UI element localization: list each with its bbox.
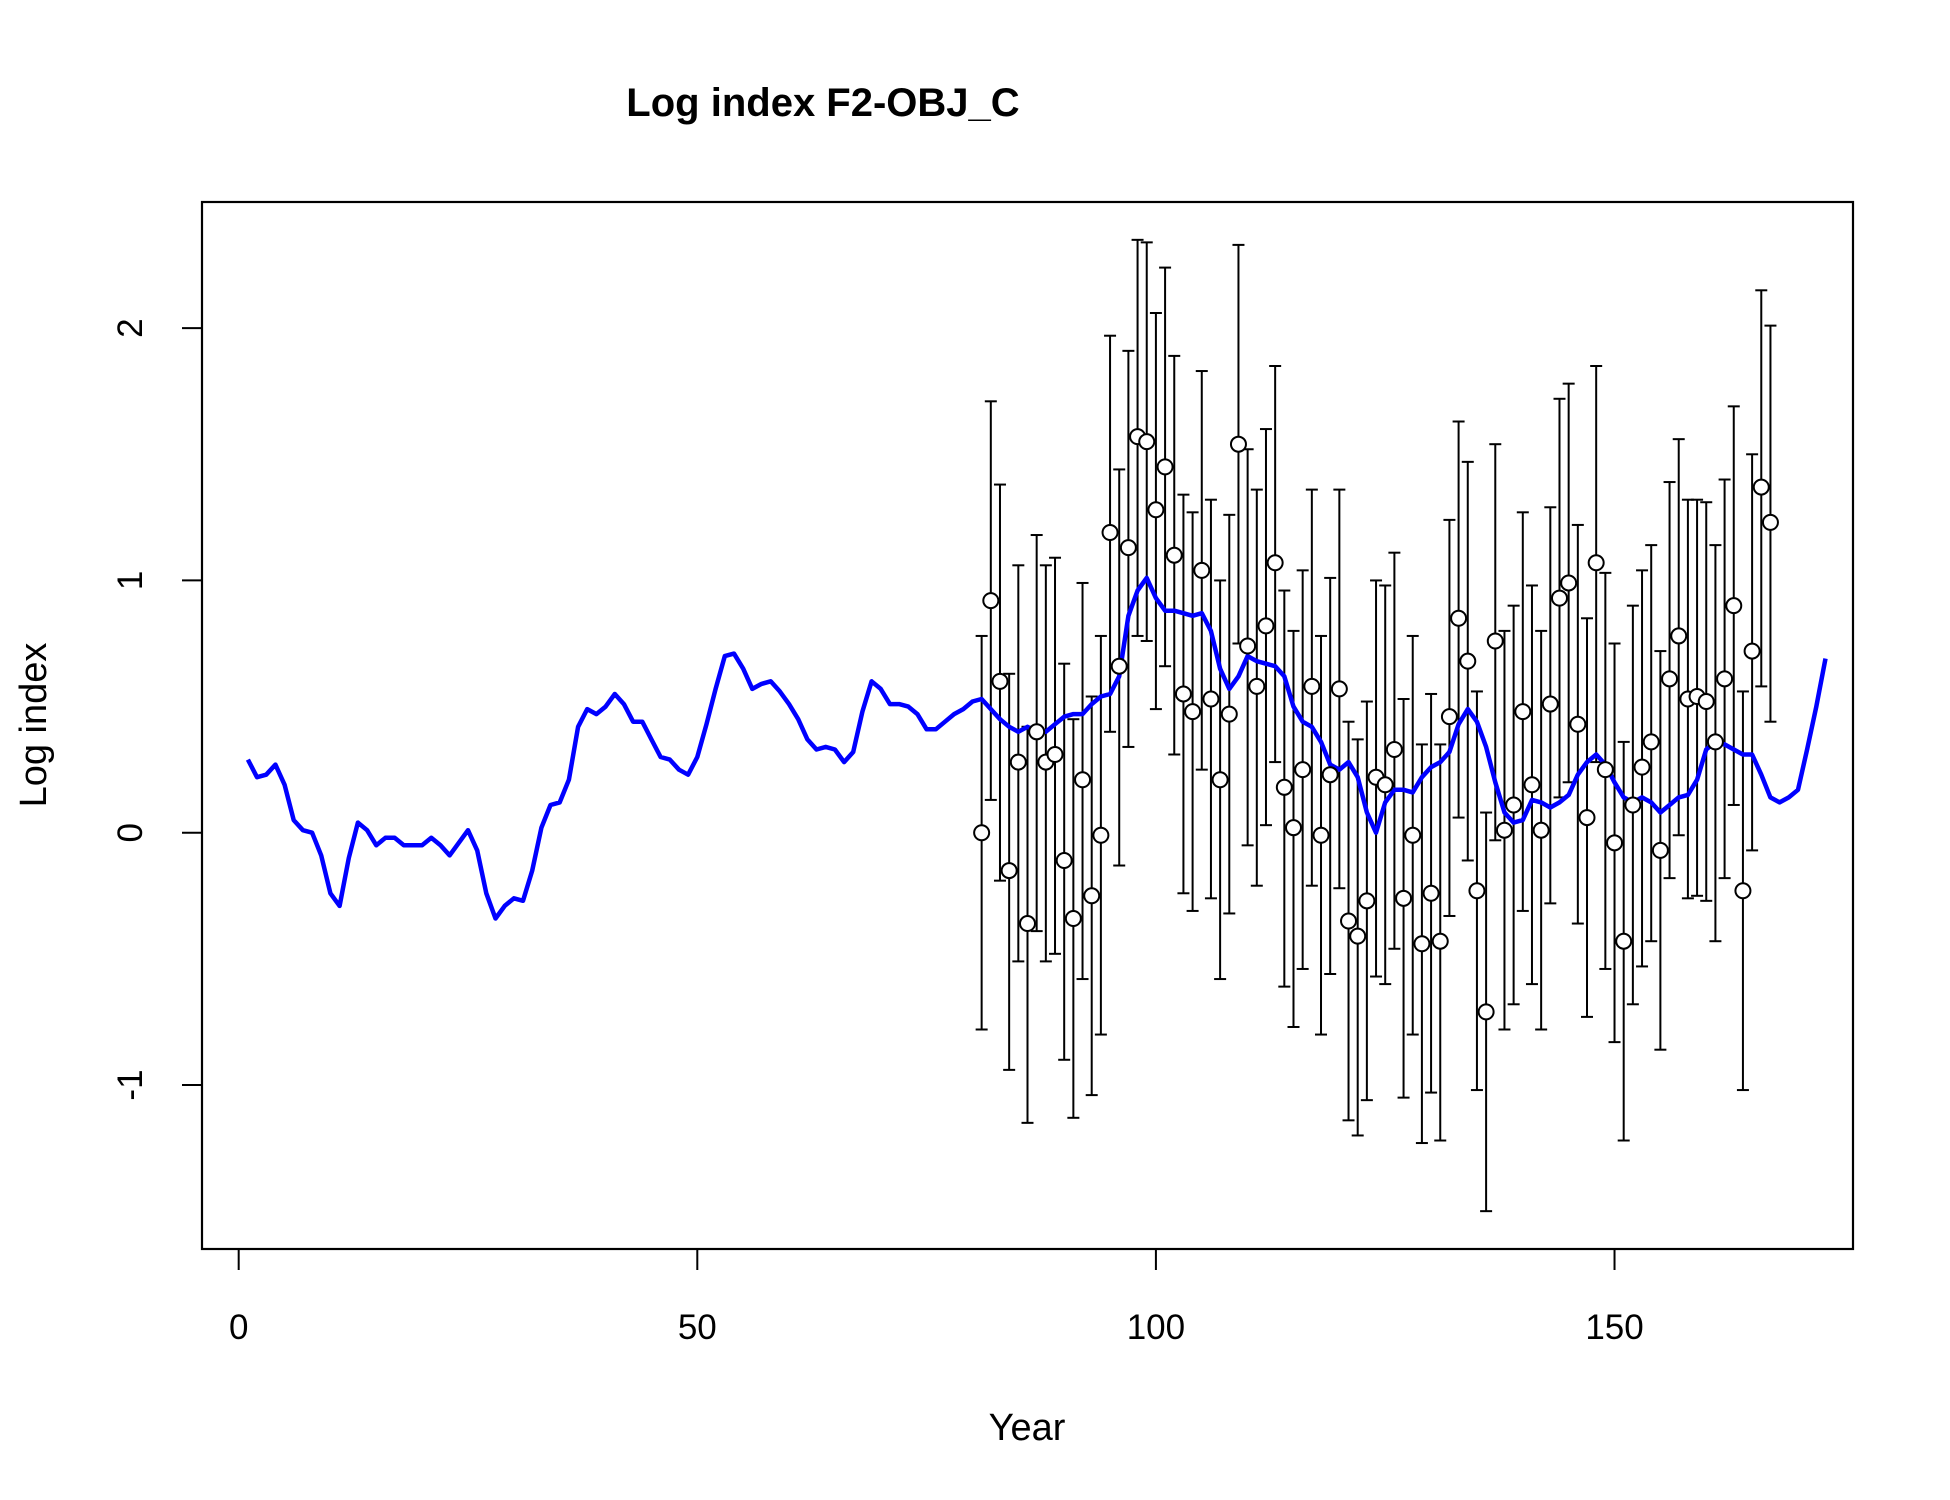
observed-point [1413,935,1431,953]
observed-point [1615,932,1633,950]
y-tick-label: 1 [111,571,150,590]
observed-point [1330,680,1348,698]
observed-point [1422,884,1440,902]
observed-point [1064,910,1082,928]
observed-point [1220,705,1238,723]
observed-point [973,824,991,842]
observed-point [1661,670,1679,688]
observed-point [1229,435,1247,453]
x-tick-label: 50 [678,1308,717,1347]
y-tick-label: -1 [111,1069,150,1100]
y-axis-label: Log index [13,643,55,808]
observed-point [1055,851,1073,869]
observed-point [1184,703,1202,721]
observed-point [1147,501,1165,519]
observed-point [1138,433,1156,451]
observed-point [1651,841,1669,859]
observed-point [1752,478,1770,496]
observed-point [1697,693,1715,711]
observed-point [1294,761,1312,779]
observed-point [1193,561,1211,579]
observed-point [1275,778,1293,796]
error-bars [975,238,1777,1213]
observed-point [1642,733,1660,751]
observed-point [1725,597,1743,615]
observed-point [1587,554,1605,572]
observed-point [1358,892,1376,910]
x-tick-label: 0 [229,1308,248,1347]
observed-point [1202,690,1220,708]
observed-point [1028,723,1046,741]
observed-point [1284,819,1302,837]
observed-point [1257,617,1275,635]
x-tick-label: 150 [1585,1308,1643,1347]
observed-point [1312,826,1330,844]
observed-point [1440,708,1458,726]
observed-point [1569,715,1587,733]
observed-point [1340,912,1358,930]
chart-title: Log index F2-OBJ_C [626,81,1019,125]
y-tick-label: 2 [111,318,150,337]
observed-point [1156,458,1174,476]
observed-point [1019,915,1036,933]
observed-point [1541,695,1559,713]
y-tick-label: 0 [111,823,150,842]
observed-point [1376,776,1394,794]
observed-point [1404,826,1422,844]
observed-point [1550,589,1568,607]
observed-point [1523,776,1541,794]
observed-point [1431,932,1449,950]
observed-point [1743,642,1761,660]
observed-point [1083,887,1101,905]
observed-point [1211,771,1229,789]
observed-point [1385,740,1403,758]
observed-point [1505,796,1523,814]
observed-point [1165,546,1183,564]
observed-point [1395,889,1413,907]
observed-point [1596,761,1614,779]
observed-point [1624,796,1642,814]
observed-point [1477,1003,1495,1021]
observed-point [1706,733,1724,751]
observed-point [1670,627,1688,645]
observed-point [1074,771,1092,789]
observed-point [1248,677,1266,695]
observed-point [1450,609,1468,627]
observed-point [1303,677,1321,695]
observed-point [1239,637,1257,655]
observed-point [1174,685,1192,703]
observed-point [1606,834,1624,852]
observed-point [1532,821,1550,839]
observed-point [1000,862,1018,880]
x-axis-label: Year [989,1407,1066,1449]
observed-point [991,672,1009,690]
observed-point [1266,554,1284,572]
observed-point [1734,882,1752,900]
observed-point [1514,703,1532,721]
observed-point [1633,758,1651,776]
observed-point [1578,809,1596,827]
observed-point [1046,746,1064,764]
y-axis: -1 0 1 2 [111,318,203,1101]
observed-point [1119,539,1137,557]
observed-point [982,592,1000,610]
observed-points [973,428,1779,1021]
observed-point [1092,826,1110,844]
observed-point [1495,821,1513,839]
observed-point [1468,882,1486,900]
observed-point [1101,523,1119,541]
observed-point [1009,753,1027,771]
observed-point [1486,632,1504,650]
observed-point [1761,513,1779,531]
observed-point [1349,927,1367,945]
observed-point [1459,652,1477,670]
observed-point [1560,574,1578,592]
observed-point [1716,670,1734,688]
x-axis: 0 50 100 150 [229,1248,1644,1347]
observed-point [1321,766,1339,784]
x-tick-label: 100 [1127,1308,1185,1347]
observed-point [1110,657,1128,675]
